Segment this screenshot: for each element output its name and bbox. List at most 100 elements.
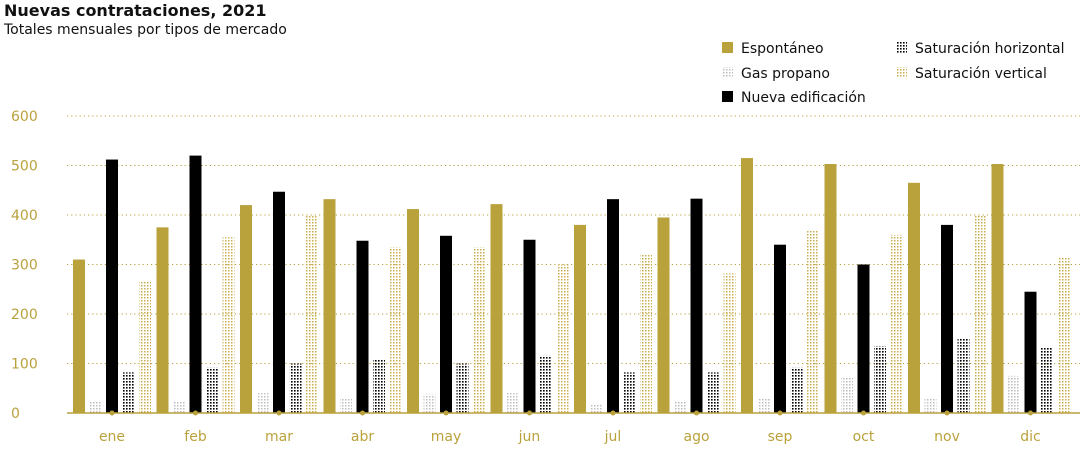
bar-abr-nueva-edificación — [356, 240, 369, 413]
bar-nov-saturación-horizontal — [957, 338, 970, 413]
legend-label-gas-propano: Gas propano — [741, 66, 830, 82]
bar-jun-saturación-vertical — [556, 264, 569, 413]
bar-jun-gas-propano — [507, 393, 519, 413]
bar-ene-espontáneo — [73, 259, 85, 413]
x-tick-mark-ene — [109, 410, 115, 416]
bar-may-espontáneo — [407, 209, 419, 413]
x-tick-label-jun: jun — [518, 429, 541, 445]
x-tick-label-feb: feb — [184, 429, 207, 445]
legend-label-saturación-vertical: Saturación vertical — [915, 66, 1047, 82]
bar-jun-nueva-edificación — [523, 239, 536, 413]
axes: 0 100 200 300 400 500 600 ene feb mar abr may jun jul… — [11, 109, 1080, 445]
bar-feb-saturación-horizontal — [206, 367, 218, 413]
x-tick-label-ene: ene — [99, 429, 125, 445]
bar-dic-saturación-vertical — [1057, 257, 1070, 413]
legend-label-saturación-horizontal: Saturación horizontal — [915, 41, 1064, 57]
bar-mar-nueva-edificación — [273, 191, 285, 413]
bar-jun-espontáneo — [490, 204, 503, 413]
legend: Espontáneo Gas propano Nueva edificación Sa… — [722, 41, 1064, 106]
bar-feb-saturación-vertical — [222, 237, 235, 413]
bar-may-saturación-vertical — [473, 247, 485, 413]
x-tick-label-sep: sep — [768, 429, 793, 445]
bar-jul-saturación-horizontal — [623, 372, 636, 413]
bar-abr-saturación-horizontal — [373, 359, 385, 413]
bar-oct-espontáneo — [824, 164, 837, 413]
bar-oct-saturación-horizontal — [874, 346, 886, 413]
bar-jun-saturación-horizontal — [540, 355, 552, 413]
bar-dic-nueva-edificación — [1024, 291, 1037, 413]
legend-swatch-saturación-horizontal — [896, 42, 907, 53]
y-tick-label-600: 600 — [11, 109, 38, 125]
bar-oct-saturación-vertical — [890, 234, 903, 413]
bar-ene-nueva-edificación — [106, 159, 118, 413]
bar-dic-saturación-horizontal — [1041, 347, 1053, 413]
bar-mar-gas-propano — [256, 393, 269, 413]
x-tick-mark-may — [443, 410, 449, 416]
bar-jul-espontáneo — [574, 224, 586, 413]
y-tick-label-100: 100 — [11, 357, 38, 373]
bar-sep-gas-propano — [757, 398, 770, 413]
bar-sep-nueva-edificación — [774, 244, 786, 413]
x-tick-mark-ago — [694, 410, 699, 416]
bar-oct-nueva-edificación — [857, 264, 870, 413]
chart-title: Nuevas contrataciones, 2021 — [4, 1, 267, 20]
x-tick-mark-dic — [1028, 410, 1033, 416]
bar-mar-saturación-horizontal — [289, 363, 302, 413]
bar-abr-saturación-vertical — [389, 247, 402, 413]
bar-nov-gas-propano — [924, 398, 937, 413]
bar-nov-nueva-edificación — [941, 224, 953, 413]
bars — [73, 155, 1070, 413]
x-tick-mark-abr — [360, 410, 365, 416]
y-tick-label-300: 300 — [11, 258, 38, 274]
bar-feb-espontáneo — [156, 227, 169, 413]
x-tick-label-jul: jul — [604, 429, 622, 445]
bar-sep-saturación-horizontal — [790, 367, 803, 413]
x-tick-mark-jun — [527, 410, 532, 416]
y-tick-label-0: 0 — [11, 406, 20, 422]
bar-mar-saturación-vertical — [306, 215, 318, 413]
bar-ene-saturación-vertical — [139, 281, 151, 413]
legend-swatch-espontáneo — [722, 42, 733, 53]
bar-ago-saturación-horizontal — [707, 372, 719, 413]
chart-subtitle: Totales mensuales por tipos de mercado — [4, 22, 287, 38]
x-tick-label-oct: oct — [853, 429, 875, 445]
legend-swatch-saturación-vertical — [896, 67, 907, 78]
bar-feb-gas-propano — [173, 400, 185, 413]
legend-swatch-nueva-edificación — [722, 91, 733, 102]
bar-may-nueva-edificación — [440, 235, 452, 413]
bar-jul-nueva-edificación — [607, 199, 619, 413]
bar-ago-saturación-vertical — [723, 273, 736, 413]
x-tick-label-nov: nov — [934, 429, 960, 445]
x-tick-mark-sep — [777, 410, 783, 416]
y-tick-label-200: 200 — [11, 307, 38, 323]
x-tick-label-dic: dic — [1020, 429, 1040, 445]
bar-sep-saturación-vertical — [807, 230, 819, 413]
x-tick-mark-oct — [861, 410, 866, 416]
legend-label-nueva-edificación: Nueva edificación — [741, 90, 866, 106]
bar-ene-saturación-horizontal — [122, 372, 135, 413]
bar-abr-espontáneo — [323, 199, 336, 413]
y-tick-label-400: 400 — [11, 208, 38, 224]
x-tick-mark-jul — [610, 410, 616, 416]
x-tick-mark-nov — [944, 410, 950, 416]
bar-feb-nueva-edificación — [189, 155, 202, 413]
x-tick-label-abr: abr — [351, 429, 374, 445]
bar-ago-nueva-edificación — [690, 198, 703, 413]
x-tick-label-ago: ago — [683, 429, 709, 445]
bar-abr-gas-propano — [340, 398, 352, 413]
bar-oct-gas-propano — [841, 377, 853, 413]
bar-may-gas-propano — [423, 394, 436, 413]
bar-jul-saturación-vertical — [640, 253, 652, 413]
legend-swatch-gas-propano — [722, 67, 733, 78]
legend-label-espontáneo: Espontáneo — [741, 41, 824, 57]
x-tick-mark-mar — [276, 410, 282, 416]
bar-ago-espontáneo — [657, 217, 670, 413]
x-tick-label-may: may — [431, 429, 462, 445]
bar-jul-gas-propano — [590, 404, 603, 413]
bar-dic-gas-propano — [1008, 375, 1020, 413]
bar-nov-espontáneo — [908, 182, 920, 413]
bar-ene-gas-propano — [89, 400, 102, 413]
y-tick-label-500: 500 — [11, 159, 38, 175]
bar-mar-espontáneo — [240, 205, 252, 413]
